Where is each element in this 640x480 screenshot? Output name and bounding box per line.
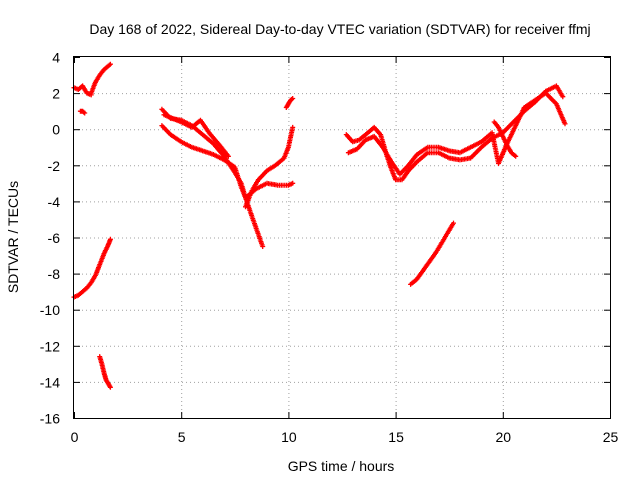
y-axis-label: SDTVAR / TECUs [5, 181, 21, 293]
y-tick-label: -16 [40, 411, 60, 427]
data-points [72, 62, 568, 390]
x-tick-label: 5 [178, 429, 186, 445]
y-tick-label: -12 [40, 338, 60, 354]
y-tick-label: 2 [52, 86, 60, 102]
y-tick-label: -8 [48, 266, 61, 282]
y-tick-label: -10 [40, 302, 60, 318]
grid [74, 57, 610, 418]
y-tick-label: 0 [52, 122, 60, 138]
x-tick-label: 15 [388, 429, 404, 445]
x-axis: 0 5 10 15 20 25 [71, 57, 619, 445]
y-tick-label: -4 [48, 194, 61, 210]
y-tick-label: -2 [48, 158, 61, 174]
chart-title: Day 168 of 2022, Sidereal Day-to-day VTE… [89, 21, 590, 37]
x-tick-label: 0 [71, 429, 79, 445]
y-tick-label: -14 [40, 374, 60, 390]
x-axis-label: GPS time / hours [288, 458, 395, 474]
x-tick-label: 10 [281, 429, 297, 445]
y-tick-label: -6 [48, 230, 61, 246]
x-tick-label: 25 [603, 429, 619, 445]
y-tick-label: 4 [52, 50, 60, 66]
x-tick-label: 20 [496, 429, 512, 445]
